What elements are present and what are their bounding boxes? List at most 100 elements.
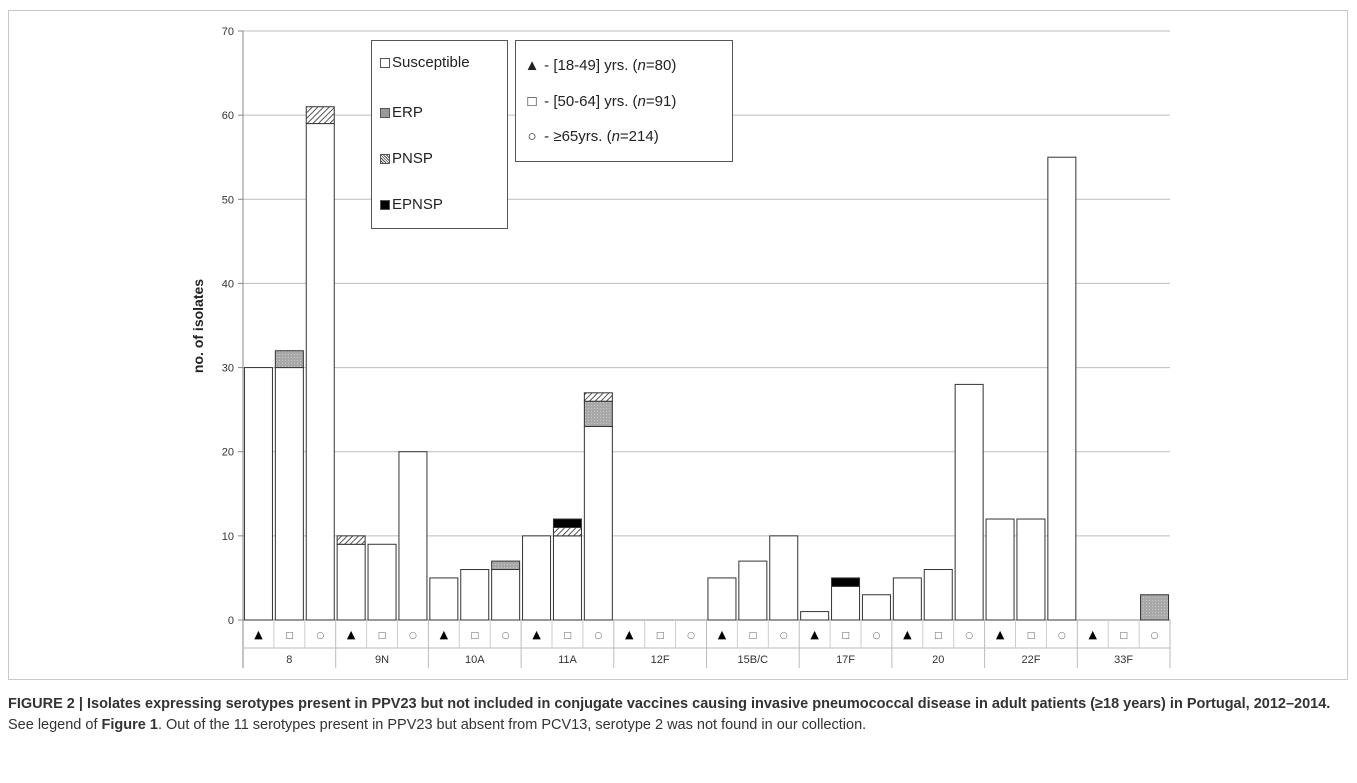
caption-text-1: See legend of bbox=[8, 717, 102, 733]
bar-epnsp bbox=[552, 518, 582, 528]
bar-erp bbox=[274, 350, 304, 369]
bar-pnsp bbox=[336, 535, 366, 545]
age-symbol: ○ bbox=[873, 631, 881, 641]
bar-susceptible bbox=[738, 560, 768, 621]
bar-susceptible bbox=[985, 518, 1015, 621]
age-symbol: □ bbox=[285, 631, 294, 641]
bar-susceptible bbox=[491, 569, 521, 621]
age-symbol: ▲ bbox=[996, 628, 1005, 641]
y-tick-label: 30 bbox=[222, 363, 234, 375]
age-symbol: □ bbox=[378, 631, 387, 641]
age-symbol: ▲ bbox=[625, 628, 634, 641]
bar-pnsp bbox=[552, 526, 582, 537]
age-legend: ▲ - [18-49] yrs. (n=80) □ - [50-64] yrs.… bbox=[515, 40, 733, 162]
y-axis-label: no. of isolates bbox=[190, 279, 206, 373]
figure-frame bbox=[8, 10, 1348, 680]
legend-age-text: - [18-49] yrs. ( bbox=[540, 57, 638, 74]
n-label: n bbox=[637, 57, 646, 74]
age-symbol: □ bbox=[1027, 631, 1036, 641]
age-symbol: □ bbox=[934, 631, 943, 641]
legend-age-text: - ≥65yrs. ( bbox=[540, 128, 612, 145]
legend-item-age-65-plus: ○ - ≥65yrs. (n=214) bbox=[524, 128, 658, 145]
figure-caption: FIGURE 2 | Isolates expressing serotypes… bbox=[8, 694, 1348, 736]
age-symbol: ▲ bbox=[810, 628, 819, 641]
bar-susceptible bbox=[367, 543, 397, 621]
age-symbol: □ bbox=[563, 631, 572, 641]
caption-title: FIGURE 2 | Isolates expressing serotypes… bbox=[8, 696, 1331, 712]
x-group-label: 12F bbox=[651, 654, 670, 666]
erp-swatch bbox=[380, 108, 390, 118]
age-symbol: ▲ bbox=[347, 628, 356, 641]
pnsp-swatch bbox=[380, 154, 390, 164]
bar-susceptible bbox=[861, 594, 891, 621]
age-symbol: ▲ bbox=[718, 628, 727, 641]
age-symbol: ▲ bbox=[532, 628, 541, 641]
bar-susceptible bbox=[583, 425, 613, 621]
y-tick-label: 40 bbox=[222, 278, 234, 290]
bar-susceptible bbox=[707, 577, 737, 621]
age-symbol: ▲ bbox=[1089, 628, 1098, 641]
chart: 0 10 20 30 40 50 60 70 ▲ □ ○ 8 ▲ □ ○ 9N ▲ □ ○ 10A ▲ □ ○ 11A ▲ □ ○ 1… bbox=[190, 26, 1171, 668]
n-label: n bbox=[637, 93, 646, 110]
age-symbol: ○ bbox=[965, 631, 973, 641]
legend-label: PNSP bbox=[392, 150, 433, 167]
legend-item-age-18-49: ▲ - [18-49] yrs. (n=80) bbox=[524, 57, 677, 74]
bar-susceptible bbox=[243, 367, 273, 621]
age-symbol: ○ bbox=[594, 631, 602, 641]
bar-susceptible bbox=[800, 611, 830, 621]
x-group-label: 17F bbox=[836, 654, 855, 666]
legend-item-erp: ERP bbox=[380, 104, 423, 121]
bar-susceptible bbox=[305, 123, 335, 621]
y-tick-label: 20 bbox=[222, 447, 234, 459]
bar-susceptible bbox=[923, 569, 953, 621]
x-group-label: 33F bbox=[1114, 654, 1133, 666]
legend-label: ERP bbox=[392, 104, 423, 121]
y-tick-label: 60 bbox=[222, 110, 234, 122]
age-symbol: □ bbox=[1119, 631, 1128, 641]
axes bbox=[238, 30, 1171, 668]
bar-susceptible bbox=[398, 451, 428, 621]
bar-susceptible bbox=[769, 535, 799, 621]
age-symbol: □ bbox=[841, 631, 850, 641]
bar-susceptible bbox=[429, 577, 459, 621]
y-tick-label: 70 bbox=[222, 26, 234, 38]
bar-susceptible bbox=[274, 367, 304, 621]
axis-labels: 0 10 20 30 40 50 60 70 ▲ □ ○ 8 ▲ □ ○ 9N ▲ □ ○ 10A ▲ □ ○ 11A ▲ □ ○ 1… bbox=[222, 26, 1159, 666]
legend-item-epnsp: EPNSP bbox=[380, 196, 443, 213]
bars bbox=[243, 106, 1170, 621]
x-group-label: 11A bbox=[558, 654, 577, 666]
epnsp-swatch bbox=[380, 200, 390, 210]
y-tick-label: 10 bbox=[222, 531, 234, 543]
bar-susceptible bbox=[892, 577, 922, 621]
y-tick-label: 0 bbox=[228, 615, 234, 627]
age-symbol: ○ bbox=[687, 631, 695, 641]
legend-item-age-50-64: □ - [50-64] yrs. (n=91) bbox=[524, 93, 676, 110]
age-symbol: ▲ bbox=[254, 628, 263, 641]
bar-susceptible bbox=[336, 543, 366, 621]
bar-susceptible bbox=[460, 569, 490, 621]
age-symbol: □ bbox=[656, 631, 665, 641]
bar-susceptible bbox=[522, 535, 552, 621]
legend-label: EPNSP bbox=[392, 196, 443, 213]
age-symbol: ○ bbox=[316, 631, 324, 641]
bar-pnsp bbox=[583, 392, 613, 402]
legend-label: Susceptible bbox=[392, 54, 470, 71]
bar-erp bbox=[1140, 594, 1170, 621]
age-symbol: □ bbox=[749, 631, 758, 641]
x-group-label: 22F bbox=[1021, 654, 1040, 666]
n-value: =80) bbox=[645, 57, 677, 74]
bar-susceptible bbox=[831, 585, 861, 621]
bar-erp bbox=[583, 400, 613, 427]
triangle-icon: ▲ bbox=[524, 57, 540, 74]
age-symbol: ○ bbox=[1151, 631, 1159, 641]
legend-item-pnsp: PNSP bbox=[380, 150, 433, 167]
x-group-label: 20 bbox=[932, 654, 944, 666]
y-tick-label: 50 bbox=[222, 194, 234, 206]
bar-epnsp bbox=[831, 577, 861, 587]
x-group-label: 15B/C bbox=[738, 654, 769, 666]
n-value: =91) bbox=[645, 93, 677, 110]
age-symbol: □ bbox=[470, 631, 479, 641]
age-symbol: ○ bbox=[502, 631, 510, 641]
x-group-label: 8 bbox=[286, 654, 292, 666]
n-label: n bbox=[611, 128, 620, 145]
